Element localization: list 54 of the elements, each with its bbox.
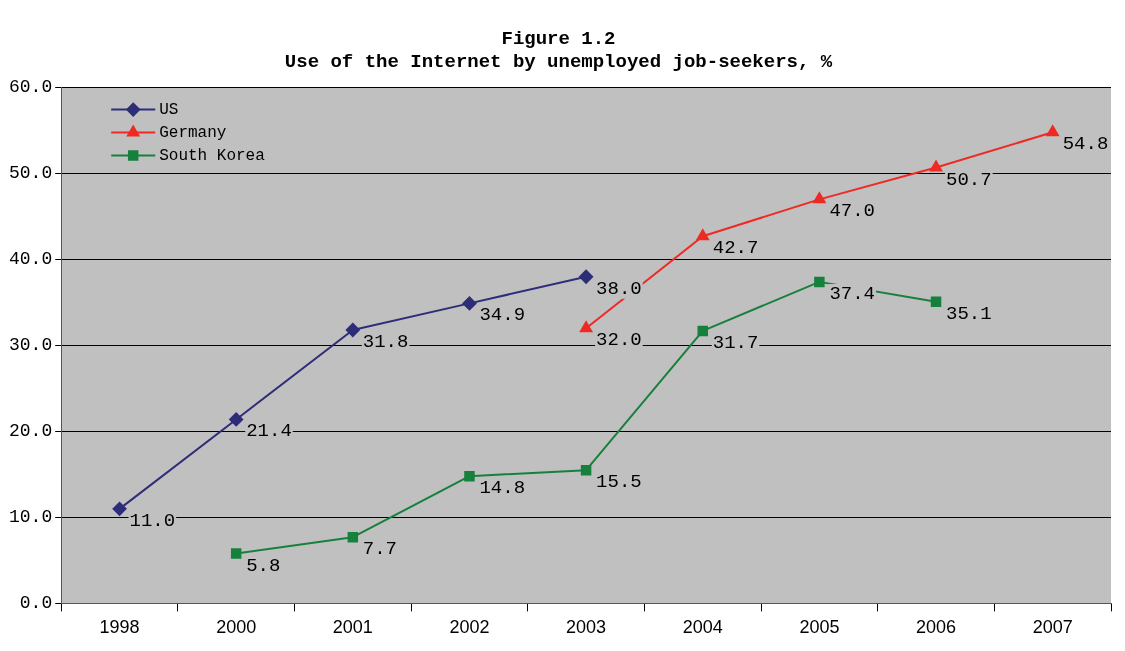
point xyxy=(230,548,242,559)
point xyxy=(462,296,477,311)
x-tick-label: 2005 xyxy=(799,617,840,638)
point xyxy=(112,501,127,516)
point xyxy=(580,464,592,476)
data-label: 11.0 xyxy=(129,509,176,532)
y-tick-label: 20.0 xyxy=(8,421,53,442)
point xyxy=(347,531,359,543)
x-tick-label: 2000 xyxy=(216,617,257,638)
x-tick-label: 2004 xyxy=(682,617,723,638)
y-tick-label: 0.0 xyxy=(19,593,53,614)
data-label: 32.0 xyxy=(596,329,642,352)
point xyxy=(696,229,709,241)
chart-title: Figure 1.2 Use of the Internet by unemployed job-seekers, % xyxy=(284,28,833,73)
data-label: 31.7 xyxy=(712,331,759,354)
y-tick-label: 50.0 xyxy=(8,163,53,184)
y-tick-label: 60.0 xyxy=(8,77,53,98)
x-tick-label: 2001 xyxy=(332,617,373,638)
y-tick-label: 10.0 xyxy=(8,507,53,528)
data-label: 34.9 xyxy=(479,304,526,327)
data-label: 54.8 xyxy=(1062,133,1109,156)
data-label: 5.8 xyxy=(246,554,281,577)
data-label: 35.1 xyxy=(946,302,992,325)
y-tick-label: 40.0 xyxy=(8,249,53,270)
legend-label: US xyxy=(159,100,179,119)
point xyxy=(579,321,593,333)
data-label: 14.8 xyxy=(479,477,526,500)
point xyxy=(930,296,942,307)
x-tick-label: 2006 xyxy=(916,617,957,638)
data-label: 47.0 xyxy=(829,200,875,223)
data-label: 31.8 xyxy=(362,331,409,354)
data-label: 37.4 xyxy=(829,282,875,305)
data-label: 21.4 xyxy=(246,420,292,443)
data-label: 15.5 xyxy=(596,471,642,494)
legend-label: South Korea xyxy=(159,146,266,165)
data-label: 42.7 xyxy=(712,237,759,260)
x-tick-label: 1998 xyxy=(99,617,140,638)
point xyxy=(345,323,360,338)
point xyxy=(814,276,825,288)
y-tick-label: 30.0 xyxy=(8,335,53,356)
point xyxy=(464,470,475,482)
x-tick-label: 2007 xyxy=(1032,617,1073,638)
point xyxy=(229,412,244,427)
data-label: 50.7 xyxy=(946,168,992,191)
point xyxy=(697,325,708,337)
point xyxy=(929,160,943,172)
data-label: 7.7 xyxy=(362,538,398,561)
point xyxy=(813,192,826,204)
legend-label: Germany xyxy=(159,123,227,142)
point xyxy=(579,269,594,284)
x-tick-label: 2003 xyxy=(566,617,607,638)
data-label: 38.0 xyxy=(596,277,642,300)
x-tick-label: 2002 xyxy=(449,617,490,638)
point xyxy=(1046,125,1059,137)
